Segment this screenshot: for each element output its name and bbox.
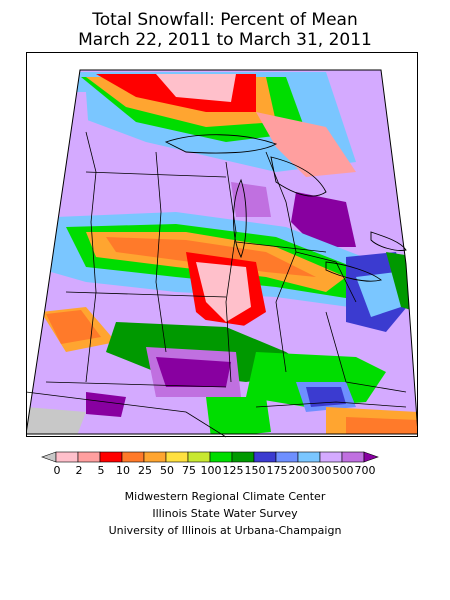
lake-outlines xyxy=(164,134,407,282)
legend-swatch xyxy=(297,451,321,463)
legend-swatch xyxy=(275,451,299,463)
legend-arrow-left xyxy=(41,451,57,463)
legend-swatch xyxy=(319,451,343,463)
legend-tick-label: 2 xyxy=(76,464,83,477)
credit-uiuc: University of Illinois at Urbana-Champai… xyxy=(108,524,342,537)
region-outline xyxy=(26,69,418,435)
legend-arrow-right xyxy=(363,451,379,463)
legend-swatch xyxy=(55,451,79,463)
legend-tick-label: 175 xyxy=(267,464,288,477)
legend-tick-label: 200 xyxy=(289,464,310,477)
legend-tick-label: 100 xyxy=(201,464,222,477)
legend-tick-label: 10 xyxy=(116,464,130,477)
state-boundaries xyxy=(26,131,407,438)
legend-tick-label: 300 xyxy=(311,464,332,477)
legend-swatch xyxy=(121,451,145,463)
legend-swatch xyxy=(209,451,233,463)
color-legend: 0 2 5 10 25 50 75 100 125 150 175 200 300 500 700 xyxy=(41,451,379,477)
legend-tick-label: 0 xyxy=(54,464,61,477)
legend-tick-label: 75 xyxy=(182,464,196,477)
credit-mrcc: Midwestern Regional Climate Center xyxy=(124,490,326,503)
legend-swatch xyxy=(77,451,101,463)
legend-tick-label: 125 xyxy=(223,464,244,477)
map-frame xyxy=(26,52,418,437)
legend-tick-label: 700 xyxy=(355,464,376,477)
legend-swatch xyxy=(187,451,211,463)
legend-swatch xyxy=(99,451,123,463)
legend-tick-label: 50 xyxy=(160,464,174,477)
legend-tick-label: 150 xyxy=(245,464,266,477)
date-range-subtitle: March 22, 2011 to March 31, 2011 xyxy=(78,30,372,50)
chart-title: Total Snowfall: Percent of Mean xyxy=(92,10,358,30)
legend-tick-label: 25 xyxy=(138,464,152,477)
legend-tick-label: 500 xyxy=(333,464,354,477)
snowfall-contours xyxy=(26,70,418,434)
legend-swatch xyxy=(165,451,189,463)
legend-swatch xyxy=(143,451,167,463)
legend-swatch xyxy=(253,451,277,463)
legend-swatch xyxy=(341,451,365,463)
snowfall-map xyxy=(26,52,418,438)
legend-tick-label: 5 xyxy=(98,464,105,477)
credit-isws: Illinois State Water Survey xyxy=(152,507,298,520)
legend-swatch xyxy=(231,451,255,463)
